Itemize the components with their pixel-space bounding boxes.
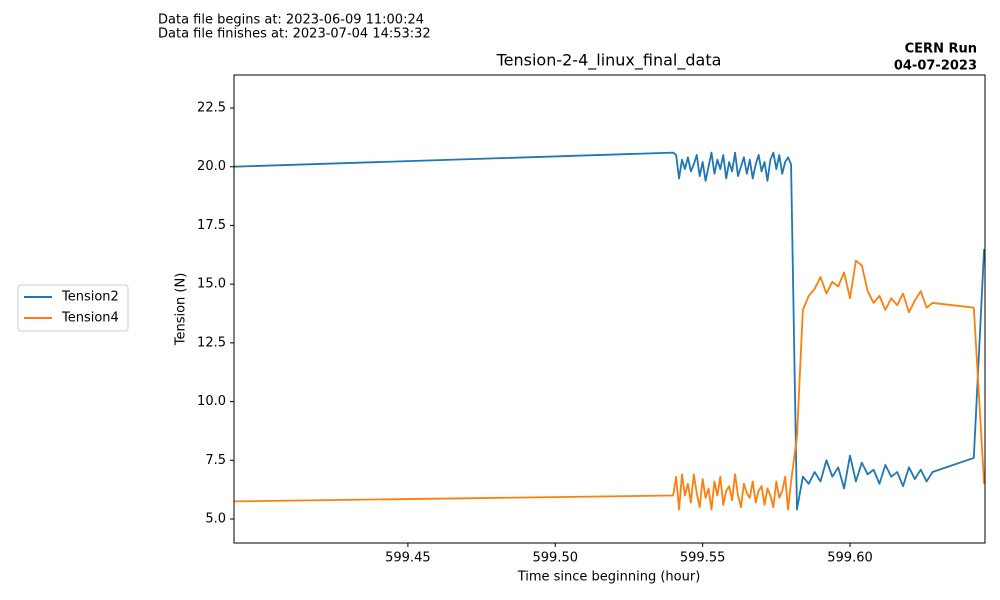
y-tick-label: 17.5: [197, 218, 226, 233]
header-line: Data file finishes at: 2023-07-04 14:53:…: [158, 27, 431, 42]
x-tick-label: 599.55: [680, 551, 726, 566]
y-tick-label: 7.5: [205, 453, 226, 468]
run-label: CERN Run: [905, 42, 977, 57]
axes-frame: [233, 74, 986, 544]
x-tick-label: 599.45: [385, 551, 431, 566]
y-tick-label: 20.0: [197, 159, 226, 174]
run-date: 04-07-2023: [894, 59, 977, 74]
chart-title: Tension-2-4_linux_final_data: [496, 51, 722, 71]
header-line: Data file begins at: 2023-06-09 11:00:24: [158, 13, 424, 28]
x-axis-label: Time since beginning (hour): [517, 570, 701, 585]
legend-label: Tension2: [61, 290, 119, 305]
y-axis-label: Tension (N): [174, 273, 189, 347]
y-tick-label: 12.5: [197, 335, 226, 350]
y-tick-label: 22.5: [197, 100, 226, 115]
series-line: [234, 151, 985, 511]
series-line: [234, 259, 985, 511]
legend-label: Tension4: [61, 311, 119, 326]
x-tick-label: 599.50: [533, 551, 579, 566]
y-tick-label: 10.0: [197, 394, 226, 409]
y-tick-label: 15.0: [197, 277, 226, 292]
y-tick-label: 5.0: [205, 511, 226, 526]
x-tick-label: 599.60: [827, 551, 873, 566]
plot-area: [234, 151, 985, 511]
